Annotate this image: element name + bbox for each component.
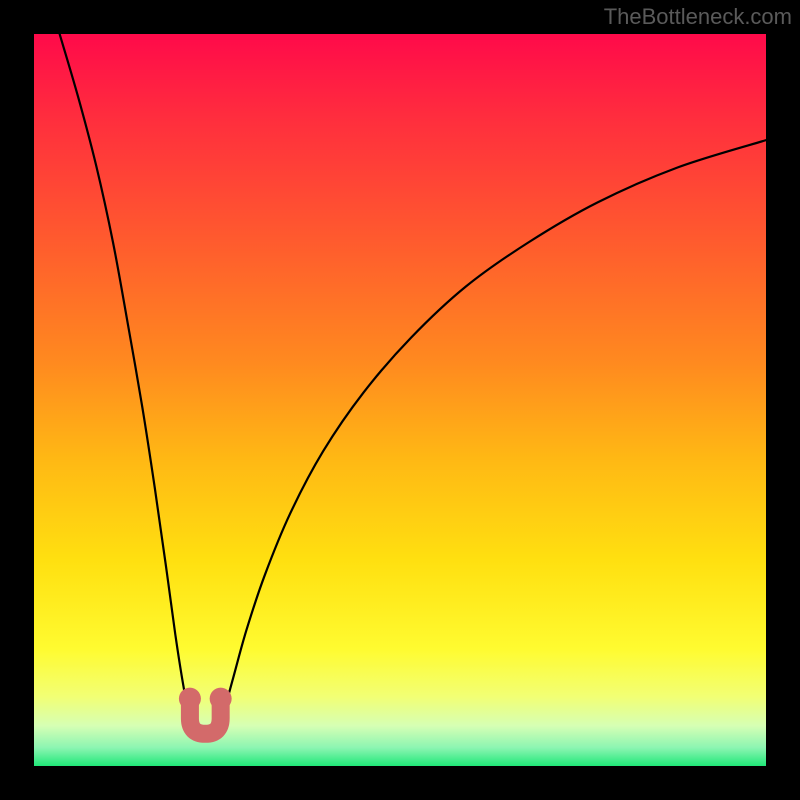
chart-root: TheBottleneck.com (0, 0, 800, 800)
watermark-text: TheBottleneck.com (604, 4, 792, 30)
chart-svg (0, 0, 800, 800)
gradient-background (34, 34, 766, 766)
